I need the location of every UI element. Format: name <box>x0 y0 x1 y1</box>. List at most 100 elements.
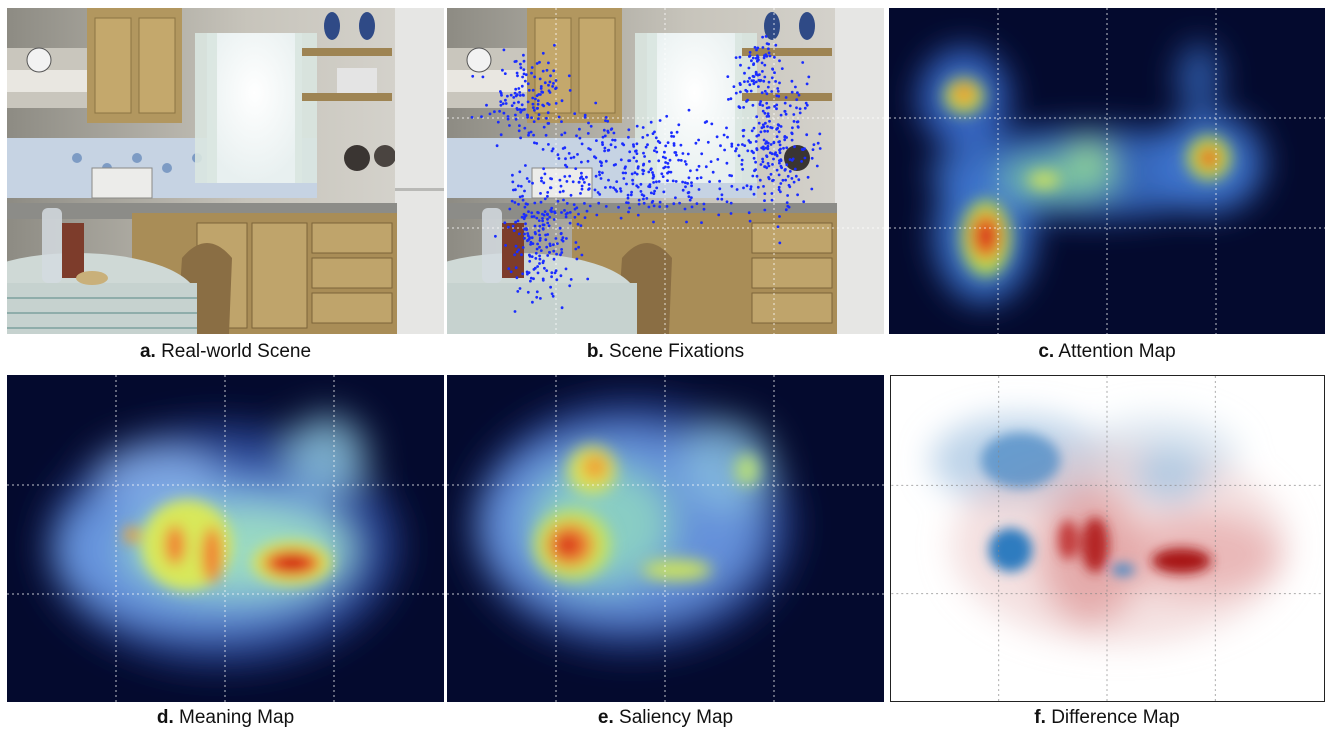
fixation-dot <box>679 159 683 162</box>
fixation-dot <box>526 239 529 243</box>
fixation-dot <box>510 199 514 203</box>
fixation-dot <box>603 134 607 138</box>
fixation-dot <box>774 151 777 155</box>
fixation-dot <box>538 262 541 265</box>
fixation-dot <box>739 83 742 86</box>
fixation-dot <box>496 120 500 124</box>
fixation-dot <box>810 187 814 191</box>
fixation-dot <box>675 130 679 134</box>
fixation-dot <box>534 251 538 255</box>
fixation-dot <box>765 92 769 96</box>
fixation-dot <box>777 173 781 177</box>
fixation-dot <box>755 115 759 119</box>
panel-c-attention-map <box>889 8 1325 334</box>
fixation-dot <box>528 254 532 258</box>
caption-c-text: Attention Map <box>1058 341 1176 362</box>
fixation-dot <box>528 259 532 263</box>
fixation-dot <box>762 79 766 83</box>
fixation-dot <box>537 117 540 121</box>
fixation-dot <box>515 250 519 254</box>
fixation-dot <box>517 87 521 90</box>
fixation-dot <box>777 140 781 144</box>
fixation-dot <box>684 162 688 166</box>
fixation-dot <box>499 103 503 107</box>
fixation-dot <box>700 152 704 156</box>
fixation-dot <box>513 310 517 313</box>
fixation-dot <box>506 117 510 121</box>
fixation-dot <box>536 265 539 268</box>
fixation-dot <box>581 177 585 181</box>
fixation-dot <box>774 80 777 83</box>
fixation-dot <box>509 93 513 97</box>
fixation-dot <box>553 43 556 47</box>
fixation-dot <box>523 126 527 130</box>
fixation-dot <box>642 151 645 155</box>
fixation-dot <box>807 75 811 79</box>
fixation-dot <box>657 159 661 163</box>
fixation-dot <box>542 213 546 217</box>
fixation-dot <box>560 120 563 123</box>
fixation-dot <box>523 215 527 219</box>
fixation-dot <box>535 107 539 110</box>
fixation-dot <box>524 164 527 167</box>
fixation-dot <box>773 55 776 59</box>
fixation-dot <box>513 253 516 257</box>
fixation-dot <box>583 216 587 220</box>
fixation-dot <box>603 146 607 150</box>
fixation-dot <box>527 133 530 137</box>
fixation-dot <box>499 91 503 95</box>
fixation-dot <box>532 133 535 137</box>
fixation-dot <box>732 85 736 88</box>
fixation-dot <box>579 224 583 228</box>
fixation-dot <box>585 209 589 213</box>
fixation-dot <box>719 144 722 148</box>
fixation-dot <box>542 223 546 227</box>
fixation-dot <box>515 107 519 110</box>
fixation-dot <box>520 253 523 257</box>
fixation-dot <box>535 62 539 65</box>
fixation-dot <box>772 141 776 145</box>
fixation-dot <box>651 171 654 174</box>
fixation-dot <box>746 80 750 83</box>
fixation-dot <box>531 88 535 92</box>
fixation-dot <box>752 126 756 130</box>
fixation-dot <box>815 164 819 168</box>
fixation-dot <box>758 102 762 105</box>
fixation-dot <box>803 147 806 151</box>
fixation-dot <box>604 119 607 122</box>
fixation-dot <box>532 120 536 123</box>
fixation-dot <box>521 194 524 198</box>
fixation-dot <box>756 46 760 50</box>
fixation-dot <box>523 79 527 83</box>
fixation-dot <box>715 135 719 139</box>
fixation-dot <box>598 160 602 164</box>
fixation-dot <box>569 278 573 281</box>
fixation-dot <box>805 133 809 137</box>
fixation-dot <box>778 81 781 85</box>
fixation-dot <box>521 198 525 202</box>
fixation-dot <box>771 163 774 166</box>
fixation-dot <box>594 174 598 178</box>
fixation-dot <box>763 111 767 115</box>
fixation-dot <box>552 249 556 253</box>
fixation-dot <box>779 164 783 168</box>
fixation-dot <box>538 60 541 64</box>
fixation-dot <box>699 176 703 180</box>
fixation-dot <box>725 200 729 204</box>
fixation-dot <box>793 167 797 171</box>
fixation-dot <box>786 194 789 197</box>
fixation-dot <box>658 119 662 122</box>
fixation-dot <box>526 272 529 276</box>
fixation-dot <box>779 125 783 128</box>
fixation-dot <box>757 78 761 82</box>
fixation-dot <box>645 197 649 200</box>
fixation-dot <box>544 233 547 237</box>
fixation-dot <box>551 85 554 88</box>
fixation-dot <box>749 187 753 191</box>
fixation-dot <box>526 82 530 86</box>
fixation-dot <box>738 106 742 109</box>
fixation-dot <box>539 297 542 300</box>
fixation-dot <box>688 198 692 202</box>
fixation-dot <box>740 158 744 162</box>
fixation-dot <box>517 100 520 104</box>
